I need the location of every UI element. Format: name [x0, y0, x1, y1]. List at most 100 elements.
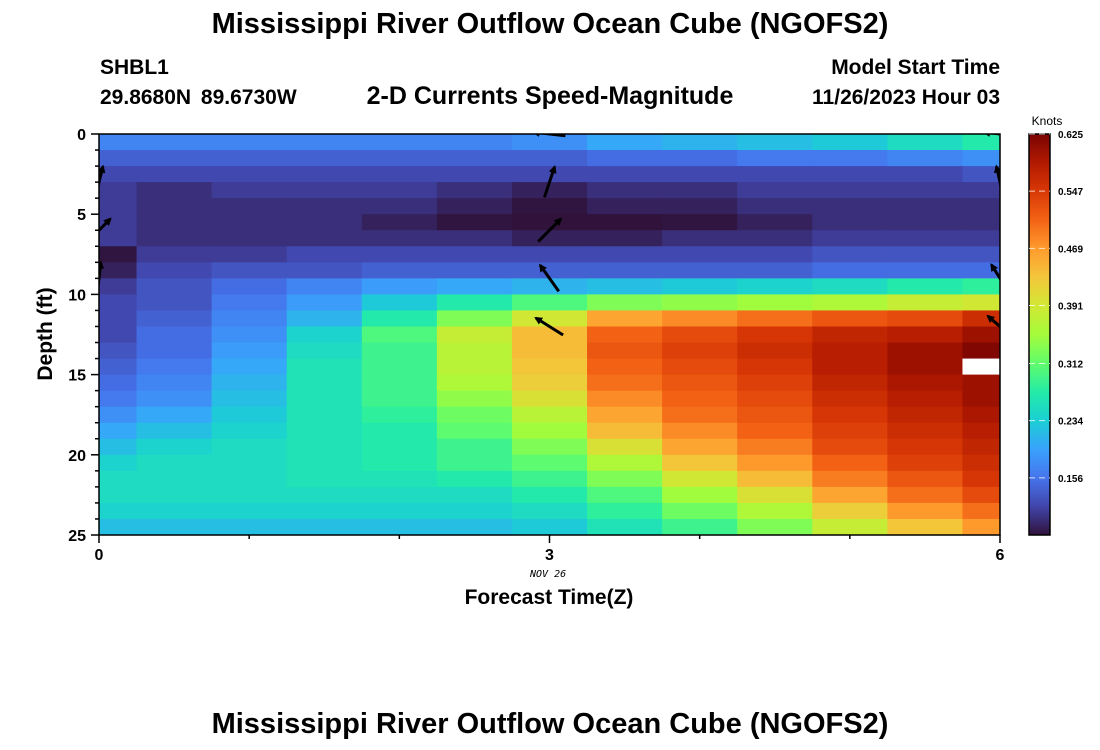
heatmap-cell — [587, 406, 663, 424]
heatmap-cell — [962, 486, 1000, 504]
colorbar-tick-label: 0.625 — [1058, 130, 1083, 141]
heatmap-cell — [737, 502, 813, 520]
heatmap-cell — [436, 310, 513, 328]
heatmap-cell — [962, 518, 1000, 535]
y-tick-label: 20 — [68, 448, 86, 465]
heatmap-cell — [737, 166, 813, 183]
heatmap-cell — [962, 454, 1000, 472]
heatmap-cell — [211, 390, 288, 408]
heatmap-cell — [887, 294, 964, 312]
heatmap-cell — [136, 486, 213, 504]
heatmap-cell — [887, 326, 964, 344]
heatmap-cell — [99, 390, 138, 408]
heatmap-cell — [361, 246, 438, 263]
heatmap-cell — [436, 374, 513, 392]
heatmap-cell — [662, 326, 738, 344]
heatmap-cell — [136, 454, 213, 472]
heatmap-cell-missing — [962, 358, 1000, 376]
heatmap-cell — [737, 422, 813, 440]
heatmap-cell — [286, 422, 363, 440]
heatmap-cell — [211, 406, 288, 424]
heatmap-cell — [511, 518, 588, 535]
heatmap-cell — [211, 214, 288, 231]
heatmap-cell — [99, 502, 138, 520]
heatmap-cell — [436, 342, 513, 360]
heatmap-cell — [962, 166, 1000, 183]
heatmap-cell — [737, 438, 813, 456]
heatmap-cell — [361, 134, 438, 151]
heatmap-cell — [436, 438, 513, 456]
x-tick-label: 3 — [545, 547, 554, 564]
y-tick-label: 5 — [77, 207, 86, 224]
heatmap-cell — [99, 358, 138, 376]
heatmap-cell — [436, 470, 513, 488]
heatmap-cell — [962, 406, 1000, 424]
heatmap-cell — [211, 454, 288, 472]
heatmap-cell — [511, 502, 588, 520]
heatmap-cell — [436, 502, 513, 520]
heatmap-cell — [211, 358, 288, 376]
heatmap-cell — [737, 326, 813, 344]
heatmap-cell — [286, 358, 363, 376]
colorbar-title: Knots — [1032, 114, 1063, 128]
heatmap-cell — [211, 422, 288, 440]
heatmap-cell — [511, 166, 588, 183]
heatmap-cell — [136, 358, 213, 376]
heatmap-cell — [812, 198, 888, 215]
heatmap-cell — [99, 422, 138, 440]
heatmap-cell — [887, 246, 964, 263]
heatmap-cell — [136, 326, 213, 344]
heatmap-cell — [436, 486, 513, 504]
heatmap-cell — [286, 438, 363, 456]
heatmap-cell — [99, 134, 138, 151]
heatmap-cell — [211, 438, 288, 456]
heatmap-cell — [99, 406, 138, 424]
heatmap-cell — [361, 438, 438, 456]
heatmap-cell — [286, 374, 363, 392]
heatmap-cell — [286, 454, 363, 472]
heatmap-cell — [361, 358, 438, 376]
heatmap-cell — [887, 454, 964, 472]
heatmap-cell — [211, 294, 288, 312]
heatmap-cell — [962, 198, 1000, 215]
heatmap-cell — [99, 486, 138, 504]
heatmap-cell — [662, 230, 738, 247]
heatmap-cell — [211, 182, 288, 199]
heatmap-cell — [662, 406, 738, 424]
heatmap-cell — [587, 150, 663, 167]
heatmap-cell — [812, 310, 888, 328]
heatmap-cell — [737, 214, 813, 231]
heatmap-cell — [286, 214, 363, 231]
heatmap-cell — [662, 182, 738, 199]
heatmap-cell — [812, 182, 888, 199]
colorbar-tick-label: 0.312 — [1058, 359, 1083, 370]
current-direction-arrow — [993, 164, 1000, 189]
heatmap-cell — [587, 294, 663, 312]
heatmap-cell — [136, 134, 213, 151]
heatmap-cell — [587, 518, 663, 535]
current-direction-arrow — [542, 165, 557, 198]
heatmap-cell — [99, 182, 138, 199]
y-tick-label: 15 — [68, 368, 86, 385]
heatmap-cell — [737, 406, 813, 424]
heatmap-cell — [511, 294, 588, 312]
heatmap-cell — [662, 470, 738, 488]
heatmap-cell — [361, 262, 438, 279]
heatmap-cell — [887, 502, 964, 520]
heatmap-cell — [812, 326, 888, 344]
heatmap-cell — [436, 518, 513, 535]
heatmap-cell — [136, 150, 213, 167]
heatmap-cell — [511, 374, 588, 392]
heatmap-cell — [361, 502, 438, 520]
heatmap-cell — [812, 422, 888, 440]
heatmap-cell — [812, 166, 888, 183]
heatmap-cell — [662, 214, 738, 231]
heatmap-cell — [812, 214, 888, 231]
heatmap-cell — [887, 198, 964, 215]
heatmap-cell — [361, 342, 438, 360]
heatmap-cell — [136, 502, 213, 520]
heatmap-cell — [211, 518, 288, 535]
heatmap-cell — [211, 502, 288, 520]
heatmap-cell — [587, 342, 663, 360]
heatmap-cell — [286, 486, 363, 504]
